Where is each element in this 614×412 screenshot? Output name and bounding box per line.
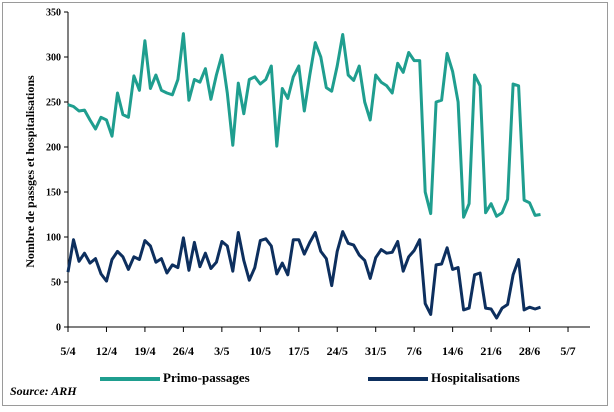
y-tick-label: 350 xyxy=(46,8,61,19)
x-tick-label: 21/6 xyxy=(480,344,501,358)
legend-label-primo: Primo-passages xyxy=(163,370,250,385)
y-tick-label: 300 xyxy=(46,53,61,64)
series-line-primo-passages xyxy=(67,32,541,219)
x-tick-label: 3/5 xyxy=(214,344,229,358)
legend-label-hospitalisations: Hospitalisations xyxy=(431,370,520,385)
x-tick-label: 12/4 xyxy=(96,344,117,358)
x-tick-label: 31/5 xyxy=(365,344,386,358)
x-tick-label: 7/6 xyxy=(406,344,421,358)
x-tick-label: 24/5 xyxy=(327,344,348,358)
y-tick-label: 200 xyxy=(46,143,61,154)
x-tick-label: 5/4 xyxy=(60,344,75,358)
x-tick-label: 26/4 xyxy=(173,344,194,358)
y-tick-label: 100 xyxy=(46,233,61,244)
y-tick-label: 0 xyxy=(56,323,61,334)
x-tick-label: 19/4 xyxy=(134,344,155,358)
y-tick-label: 150 xyxy=(46,188,61,199)
x-tick-label: 14/6 xyxy=(442,344,463,358)
y-axis-label: Nombre de passges et hospitalisations xyxy=(23,75,37,268)
y-tick-label: 50 xyxy=(51,278,61,289)
x-tick-label: 10/5 xyxy=(250,344,271,358)
x-tick-label: 5/7 xyxy=(560,344,575,358)
series-line-hospitalisations xyxy=(66,230,541,320)
source-note: Source: ARH xyxy=(10,384,77,398)
x-tick-label: 17/5 xyxy=(288,344,309,358)
x-tick-label: 28/6 xyxy=(519,344,540,358)
y-tick-label: 250 xyxy=(46,98,61,109)
